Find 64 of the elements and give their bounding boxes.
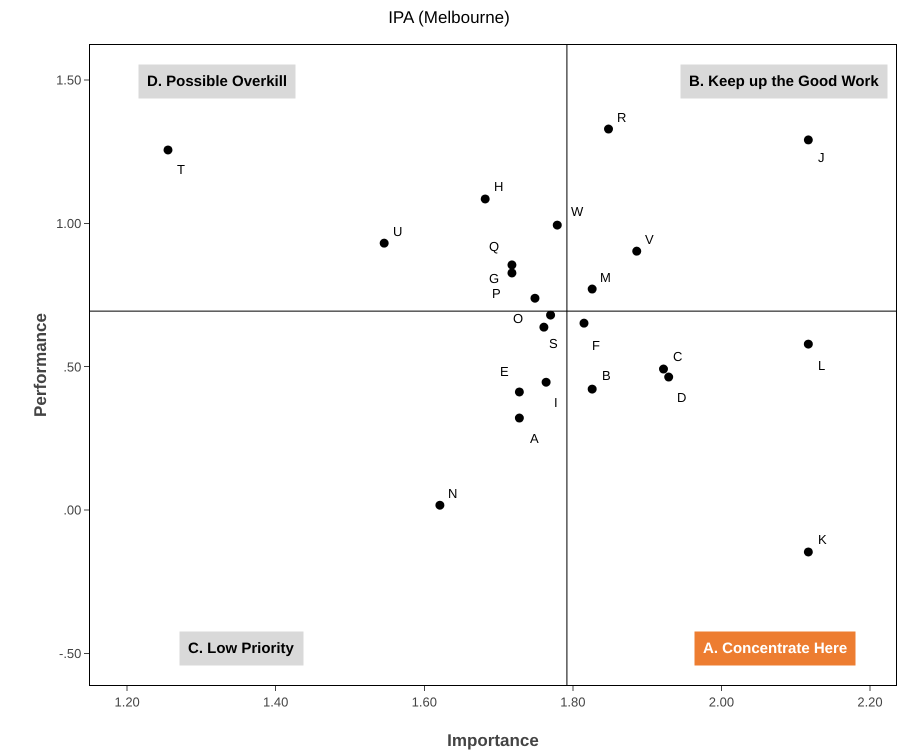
point <box>530 294 540 303</box>
point <box>514 387 524 396</box>
point <box>514 414 524 423</box>
annotation: A <box>530 431 539 446</box>
annotation: C <box>673 349 682 364</box>
point <box>664 372 674 382</box>
annotation: M <box>600 270 611 285</box>
annotation: O <box>513 311 524 326</box>
annotation: W <box>571 204 584 219</box>
annotation: U <box>393 224 402 239</box>
annotation: S <box>549 336 558 351</box>
annotation: L <box>818 358 826 373</box>
chart-title: IPA (Melbourne) <box>388 8 510 28</box>
y-tick-label: 1.50 <box>56 72 82 88</box>
annotation: V <box>645 232 654 247</box>
point <box>604 124 614 134</box>
x-tick-label: 2.00 <box>708 694 734 710</box>
annotation: K <box>818 532 827 547</box>
annotation: B <box>602 368 611 383</box>
point <box>658 364 668 374</box>
y-tick-label: .00 <box>63 502 82 518</box>
x-tick-label: 1.20 <box>114 694 140 710</box>
point <box>480 194 490 204</box>
point <box>552 220 562 230</box>
annotation: J <box>818 150 824 165</box>
point <box>804 547 813 556</box>
annotation: D. Possible Overkill <box>147 73 288 90</box>
annotation: P <box>492 286 501 301</box>
annotation: A. Concentrate Here <box>703 640 848 657</box>
y-tick-label: 1.00 <box>56 216 82 231</box>
annotation: F <box>592 338 600 353</box>
point <box>632 246 642 256</box>
annotation: C. Low Priority <box>188 640 294 657</box>
x-tick-label: 1.60 <box>412 694 437 710</box>
annotation: R <box>617 110 626 125</box>
x-axis-title: Importance <box>447 731 539 750</box>
annotation: D <box>677 390 686 405</box>
point <box>507 268 516 278</box>
annotation: B. Keep up the Good Work <box>689 73 880 90</box>
annotation: Q <box>489 239 500 254</box>
annotation: I <box>554 395 558 410</box>
annotation: N <box>448 486 458 501</box>
x-tick-label: 1.80 <box>560 694 586 710</box>
point <box>380 238 389 248</box>
point <box>546 310 556 320</box>
point <box>435 500 444 510</box>
annotation: E <box>500 364 509 379</box>
point <box>507 260 516 270</box>
point <box>580 318 588 328</box>
point <box>542 378 551 387</box>
point <box>588 384 597 394</box>
x-tick-label: 2.20 <box>857 694 883 710</box>
y-tick-label: .50 <box>63 359 82 374</box>
y-axis-title: Performance <box>31 313 50 417</box>
x-tick-label: 1.40 <box>263 694 288 710</box>
annotation: T <box>177 162 185 177</box>
point <box>539 322 548 332</box>
y-tick-label: -.50 <box>58 646 82 662</box>
point <box>588 284 597 294</box>
point <box>804 340 813 349</box>
point <box>804 135 813 144</box>
annotation: G <box>489 271 500 286</box>
annotation: H <box>494 179 504 194</box>
point <box>164 145 172 154</box>
